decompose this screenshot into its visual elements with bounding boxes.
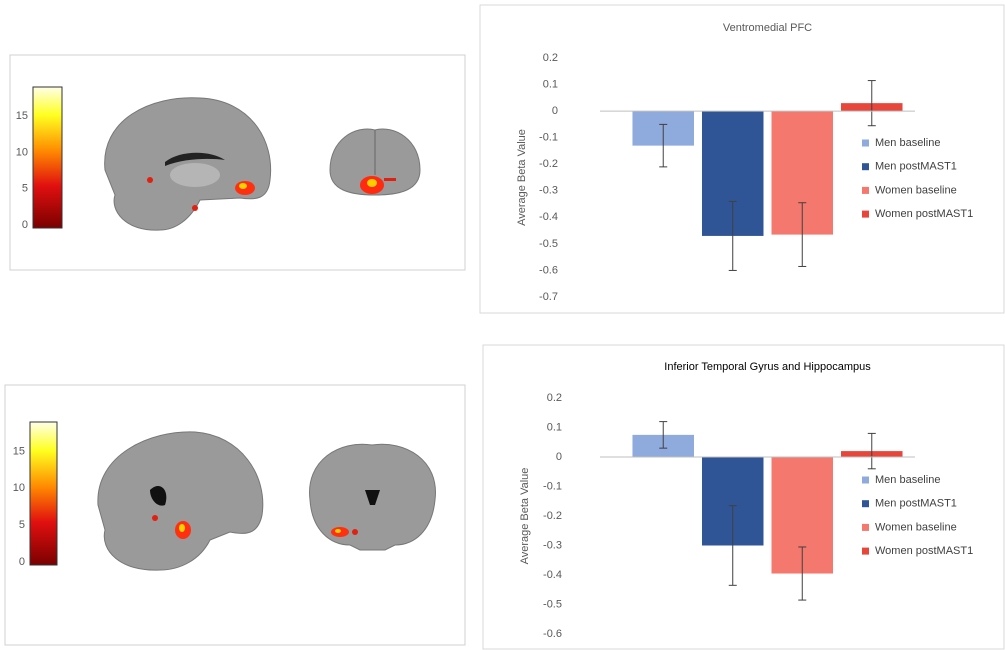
y-tick-label: -0.6 <box>539 264 558 276</box>
legend-label: Men baseline <box>875 474 940 486</box>
colorbar-tick-label: 0 <box>19 556 25 568</box>
legend-label: Men postMAST1 <box>875 161 957 173</box>
y-tick-label: -0.1 <box>539 132 558 144</box>
legend-label: Women postMAST1 <box>875 545 973 557</box>
colorbar-tick-label: 5 <box>22 183 28 195</box>
y-tick-label: 0.1 <box>543 78 558 90</box>
y-tick-label: 0 <box>556 451 562 463</box>
y-tick-label: -0.5 <box>543 598 562 610</box>
page: {"brain_panels": [ {"colorbar": {"lim": … <box>0 0 1005 650</box>
colorbar-tick-label: 15 <box>16 110 28 122</box>
legend-label: Women baseline <box>875 521 957 533</box>
legend-swatch <box>862 548 869 555</box>
legend-label: Women postMAST1 <box>875 208 973 220</box>
y-tick-label: -0.2 <box>539 158 558 170</box>
legend-swatch <box>862 211 869 218</box>
legend-swatch <box>862 500 869 507</box>
y-axis-title: Average Beta Value <box>516 129 528 226</box>
y-tick-label: 0.2 <box>543 52 558 64</box>
legend-swatch <box>862 524 869 531</box>
legend-swatch <box>862 477 869 484</box>
y-tick-label: -0.4 <box>539 211 558 223</box>
colorbar-tick-label: 0 <box>22 219 28 231</box>
y-tick-label: -0.4 <box>543 569 562 581</box>
legend-swatch <box>862 140 869 147</box>
legend-swatch <box>862 187 869 194</box>
y-tick-label: -0.1 <box>543 480 562 492</box>
y-tick-label: -0.6 <box>543 628 562 640</box>
y-tick-label: 0.1 <box>547 421 562 433</box>
legend-label: Men baseline <box>875 137 940 149</box>
colorbar-tick-label: 15 <box>13 445 25 457</box>
y-tick-label: -0.3 <box>539 185 558 197</box>
colorbar <box>33 87 62 228</box>
y-tick-label: 0.2 <box>547 392 562 404</box>
colorbar-tick-label: 5 <box>19 519 25 531</box>
brain-coronal <box>330 129 420 195</box>
y-tick-label: 0 <box>552 105 558 117</box>
y-tick-label: -0.3 <box>543 539 562 551</box>
figure: 0 5 10 15 0 5 10 15 Ventromedial PFC Average Beta… <box>0 0 1005 650</box>
colorbar-tick-label: 10 <box>16 146 28 158</box>
chart-title: Ventromedial PFC <box>723 22 812 34</box>
colorbar <box>30 422 57 565</box>
brain-coronal <box>310 444 436 550</box>
y-tick-label: -0.5 <box>539 238 558 250</box>
y-tick-label: -0.2 <box>543 510 562 522</box>
legend-swatch <box>862 163 869 170</box>
chart-title: Inferior Temporal Gyrus and Hippocampus <box>664 361 871 373</box>
colorbar-tick-label: 10 <box>13 482 25 494</box>
y-axis-title: Average Beta Value <box>519 468 531 565</box>
legend-label: Men postMAST1 <box>875 498 957 510</box>
y-tick-label: -0.7 <box>539 291 558 303</box>
legend-label: Women baseline <box>875 184 957 196</box>
